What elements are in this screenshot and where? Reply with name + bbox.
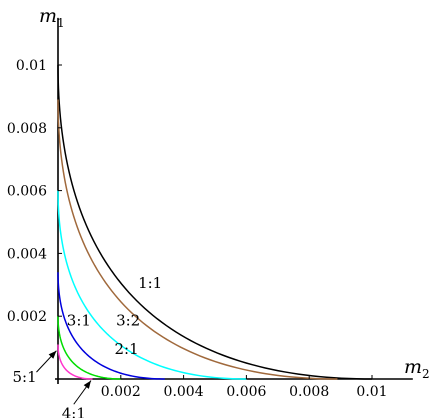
curve-2-1 bbox=[57, 190, 247, 380]
curve-label-5-1: 5:1 bbox=[12, 368, 36, 386]
y-tick-label-0: 0.002 bbox=[7, 309, 47, 325]
curve-3-1 bbox=[57, 272, 165, 380]
curve-3-2 bbox=[57, 99, 338, 380]
arrowhead-5-1 bbox=[48, 350, 57, 359]
x-axis-label-var: m bbox=[404, 356, 422, 378]
curve-label-3-1: 3:1 bbox=[67, 312, 91, 330]
curve-label-2-1: 2:1 bbox=[115, 340, 139, 358]
curve-label-1-1: 1:1 bbox=[138, 274, 162, 292]
x-tick-label-3: 0.008 bbox=[289, 384, 329, 400]
curve-1-1 bbox=[57, 64, 373, 380]
y-tick-label-2: 0.006 bbox=[7, 184, 47, 200]
y-tick-label-4: 0.01 bbox=[16, 58, 47, 74]
y-axis-label: m1 bbox=[39, 5, 65, 30]
curve-label-3-2: 3:2 bbox=[116, 312, 140, 330]
y-tick-label-3: 0.008 bbox=[7, 121, 47, 137]
y-axis-label-sub: 1 bbox=[57, 16, 65, 30]
arrowhead-4-1 bbox=[83, 380, 91, 389]
y-axis-label-var: m bbox=[39, 5, 57, 27]
x-axis-label-sub: 2 bbox=[422, 367, 430, 381]
ticks: 0.002 0.004 0.006 0.008 0.01 0.002 0.004 0.006 0… bbox=[7, 58, 388, 400]
x-axis-label: m2 bbox=[404, 356, 430, 381]
x-tick-label-0: 0.002 bbox=[101, 384, 141, 400]
curve-5-1 bbox=[57, 344, 93, 380]
y-tick-label-1: 0.004 bbox=[7, 246, 47, 262]
curve-labels: 1:1 3:2 2:1 3:1 4:1 5:1 bbox=[12, 274, 162, 418]
axes bbox=[55, 17, 413, 384]
x-tick-label-2: 0.006 bbox=[226, 384, 266, 400]
curve-4-1 bbox=[57, 316, 121, 380]
x-tick-label-4: 0.01 bbox=[356, 384, 387, 400]
x-tick-label-1: 0.004 bbox=[164, 384, 204, 400]
curves bbox=[57, 64, 373, 380]
curve-label-4-1: 4:1 bbox=[62, 404, 86, 418]
